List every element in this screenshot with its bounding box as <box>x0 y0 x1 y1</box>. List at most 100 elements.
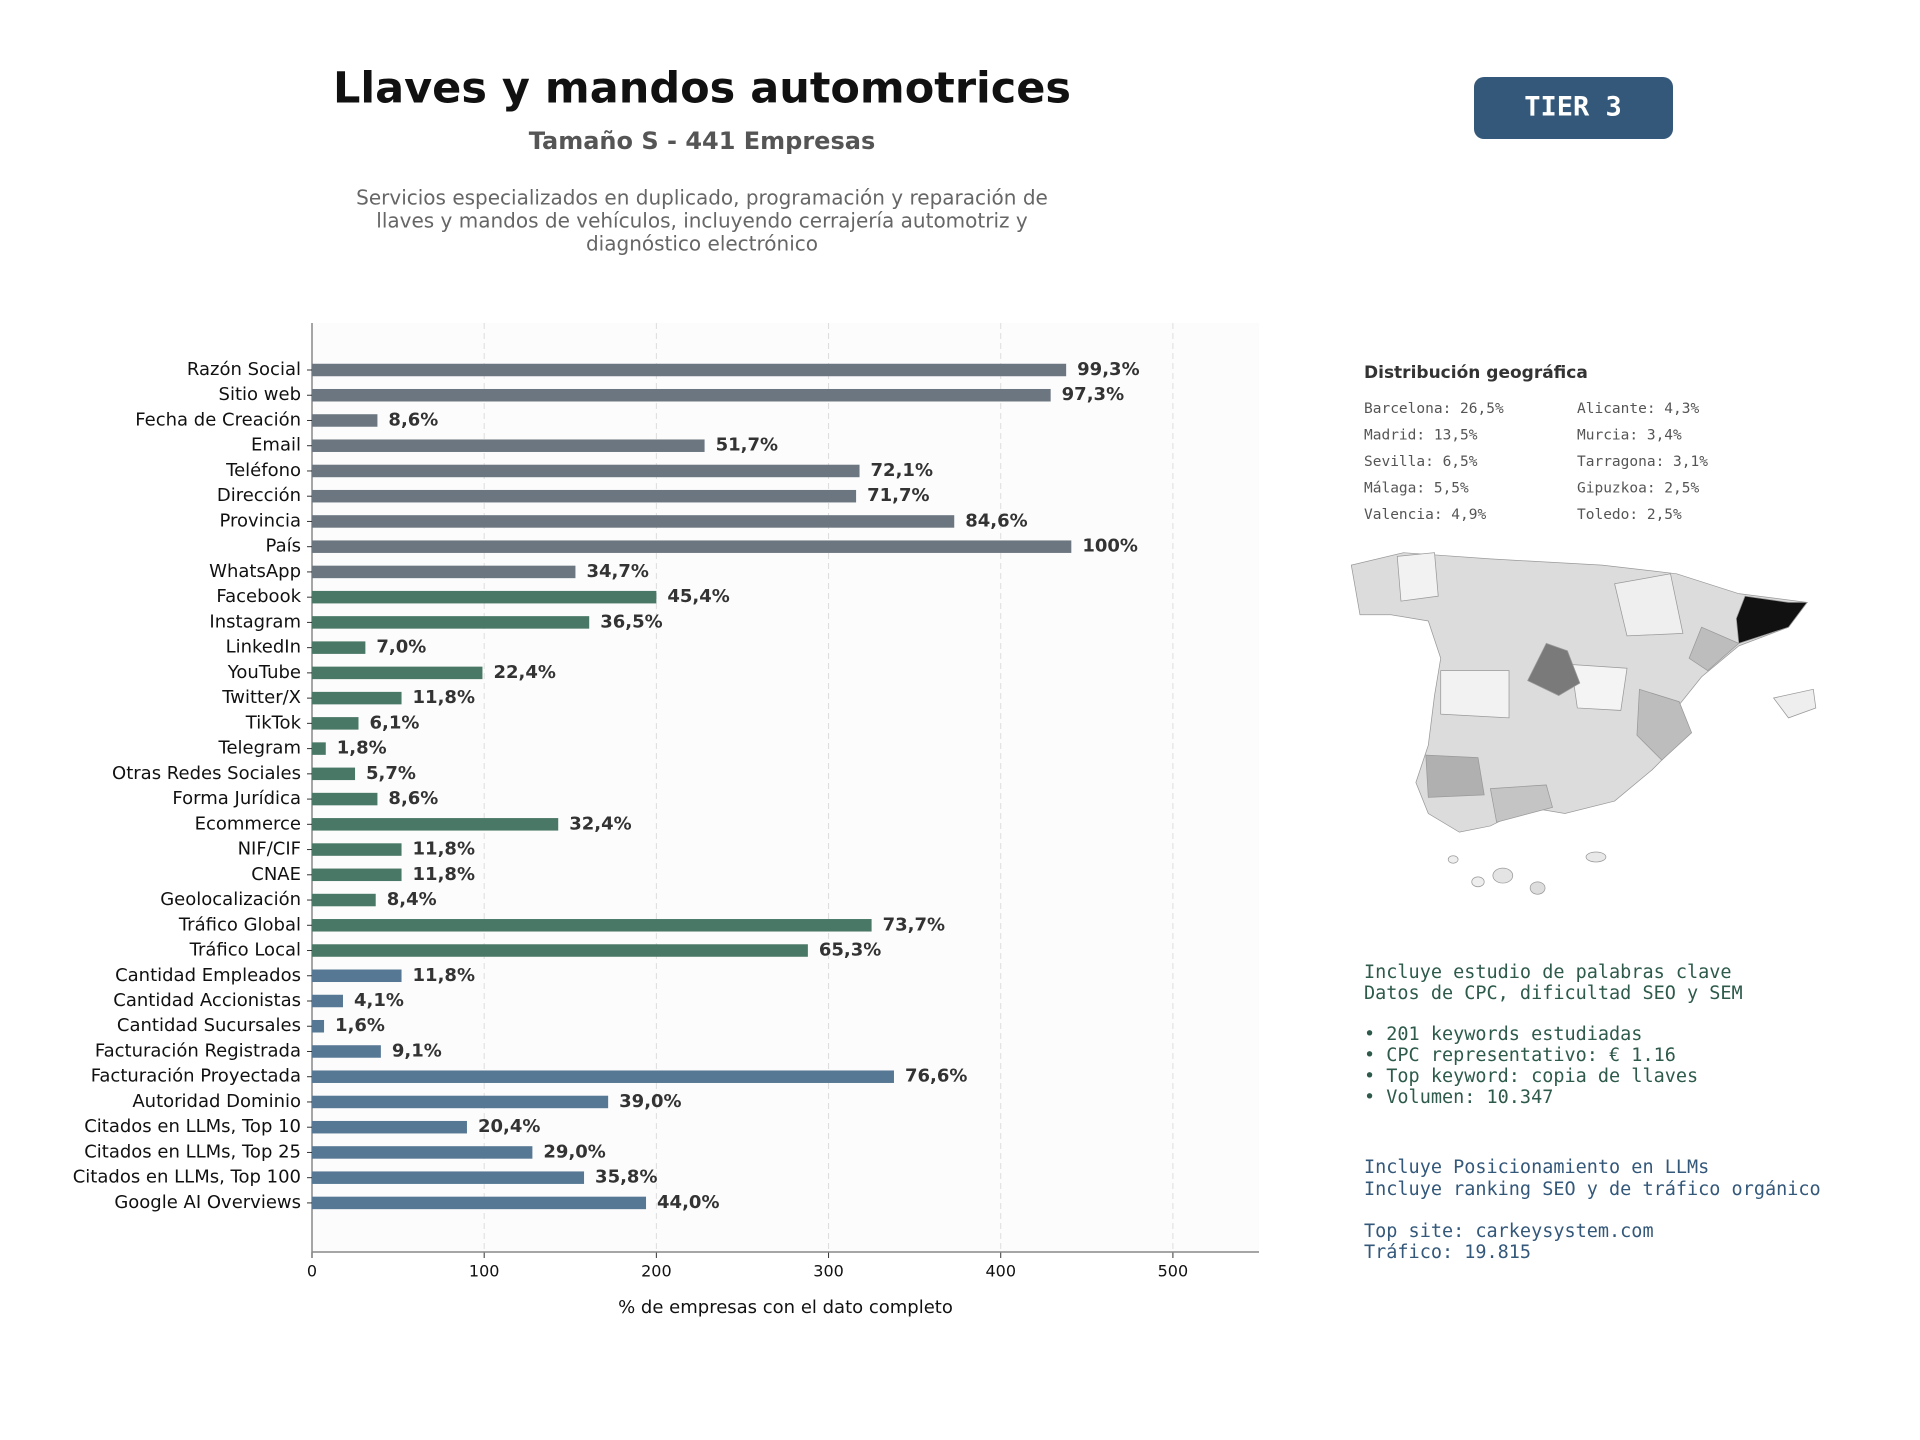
bar <box>312 616 590 629</box>
y-tick-label: País <box>266 536 301 557</box>
bar <box>312 464 860 478</box>
value-label: 7,0% <box>376 637 426 658</box>
region <box>1570 664 1628 711</box>
value-label: 11,8% <box>413 687 475 708</box>
bar <box>312 666 483 680</box>
y-tick-label: WhatsApp <box>209 561 301 582</box>
x-tick-label: 400 <box>985 1262 1016 1281</box>
y-tick-label: Facturación Registrada <box>95 1040 301 1061</box>
title: Llaves y mandos automotrices <box>333 64 1071 114</box>
bar <box>312 388 1051 402</box>
bar <box>312 1171 585 1184</box>
llm-note: Incluye ranking SEO y de tráfico orgánic… <box>1364 1179 1821 1200</box>
bar <box>312 1095 609 1109</box>
y-tick-label: CNAE <box>251 864 301 885</box>
y-tick-label: Otras Redes Sociales <box>112 763 301 784</box>
x-tick-label: 100 <box>469 1262 500 1281</box>
bar <box>312 994 343 1008</box>
bar <box>312 691 402 705</box>
value-label: 35,8% <box>595 1167 657 1188</box>
bar <box>312 1019 325 1033</box>
geo-title: Distribución geográfica <box>1364 363 1588 383</box>
y-tick-label: Citados en LLMs, Top 100 <box>73 1167 301 1188</box>
keyword-note: Incluye estudio de palabras clave <box>1364 962 1732 983</box>
y-tick-label: Instagram <box>209 611 301 632</box>
y-tick-label: Dirección <box>217 485 301 506</box>
balearic <box>1772 688 1817 719</box>
y-tick-label: Ecommerce <box>195 813 301 834</box>
value-label: 65,3% <box>819 940 881 961</box>
bar <box>312 565 576 579</box>
value-label: 34,7% <box>586 561 648 582</box>
bar <box>312 590 657 604</box>
region <box>1614 573 1684 637</box>
tier-badge <box>1474 77 1673 139</box>
y-tick-label: Geolocalización <box>160 889 301 910</box>
barcelona <box>1735 595 1808 644</box>
canary <box>1471 876 1485 888</box>
bar <box>312 1045 381 1058</box>
y-tick-label: Facebook <box>216 586 301 607</box>
description: diagnóstico electrónico <box>586 232 818 256</box>
x-axis-label: % de empresas con el dato completo <box>618 1297 953 1318</box>
value-label: 22,4% <box>493 662 555 683</box>
value-label: 45,4% <box>667 586 729 607</box>
bar <box>312 717 359 730</box>
value-label: 76,6% <box>905 1066 967 1087</box>
subtitle: Tamaño S - 441 Empresas <box>529 127 875 155</box>
malaga <box>1489 784 1553 823</box>
bar <box>312 540 1072 553</box>
value-label: 11,8% <box>413 864 475 885</box>
y-tick-label: Razón Social <box>187 359 301 380</box>
x-tick-label: 500 <box>1158 1262 1189 1281</box>
value-label: 39,0% <box>619 1091 681 1112</box>
bar <box>312 1146 533 1159</box>
keyword-note: • 201 keywords estudiadas <box>1364 1024 1642 1045</box>
y-tick-label: Telegram <box>218 738 301 759</box>
plot-area <box>312 323 1259 1252</box>
region <box>1396 552 1439 602</box>
value-label: 29,0% <box>543 1141 605 1162</box>
y-tick-label: Facturación Proyectada <box>91 1066 301 1087</box>
y-tick-label: LinkedIn <box>226 637 301 658</box>
y-tick-label: Provincia <box>219 510 301 531</box>
value-label: 5,7% <box>366 763 416 784</box>
y-tick-label: Fecha de Creación <box>135 409 301 430</box>
y-tick-label: Twitter/X <box>221 687 301 708</box>
y-tick-label: YouTube <box>227 662 301 683</box>
bar <box>312 439 705 452</box>
bar <box>312 1120 467 1134</box>
keyword-note: • CPC representativo: € 1.16 <box>1364 1045 1676 1066</box>
x-tick-label: 200 <box>641 1262 672 1281</box>
geo-item: Alicante: 4,3% <box>1577 401 1699 417</box>
value-label: 51,7% <box>716 435 778 456</box>
bar <box>312 1196 647 1210</box>
y-tick-label: Email <box>251 435 301 456</box>
y-tick-label: Sitio web <box>219 384 301 405</box>
value-label: 71,7% <box>867 485 929 506</box>
bar <box>312 919 872 932</box>
value-label: 72,1% <box>871 460 933 481</box>
y-tick-label: Google AI Overviews <box>114 1192 301 1213</box>
keyword-note: Datos de CPC, dificultad SEO y SEM <box>1364 983 1743 1004</box>
x-tick-label: 0 <box>307 1262 317 1281</box>
bar <box>312 944 808 957</box>
value-label: 44,0% <box>657 1192 719 1213</box>
value-label: 8,6% <box>388 409 438 430</box>
value-label: 73,7% <box>883 914 945 935</box>
region <box>1440 670 1510 719</box>
bar <box>312 515 955 528</box>
value-label: 6,1% <box>369 712 419 733</box>
bar <box>312 969 402 983</box>
value-label: 9,1% <box>392 1040 442 1061</box>
y-tick-label: NIF/CIF <box>238 839 301 860</box>
y-tick-label: TikTok <box>245 712 302 733</box>
geo-item: Tarragona: 3,1% <box>1577 454 1708 470</box>
value-label: 8,4% <box>387 889 437 910</box>
canary <box>1492 867 1514 884</box>
geo-item: Gipuzkoa: 2,5% <box>1577 481 1699 497</box>
value-label: 99,3% <box>1077 359 1139 380</box>
bar <box>312 868 402 882</box>
geo-item: Murcia: 3,4% <box>1577 428 1682 444</box>
value-label: 1,8% <box>337 738 387 759</box>
